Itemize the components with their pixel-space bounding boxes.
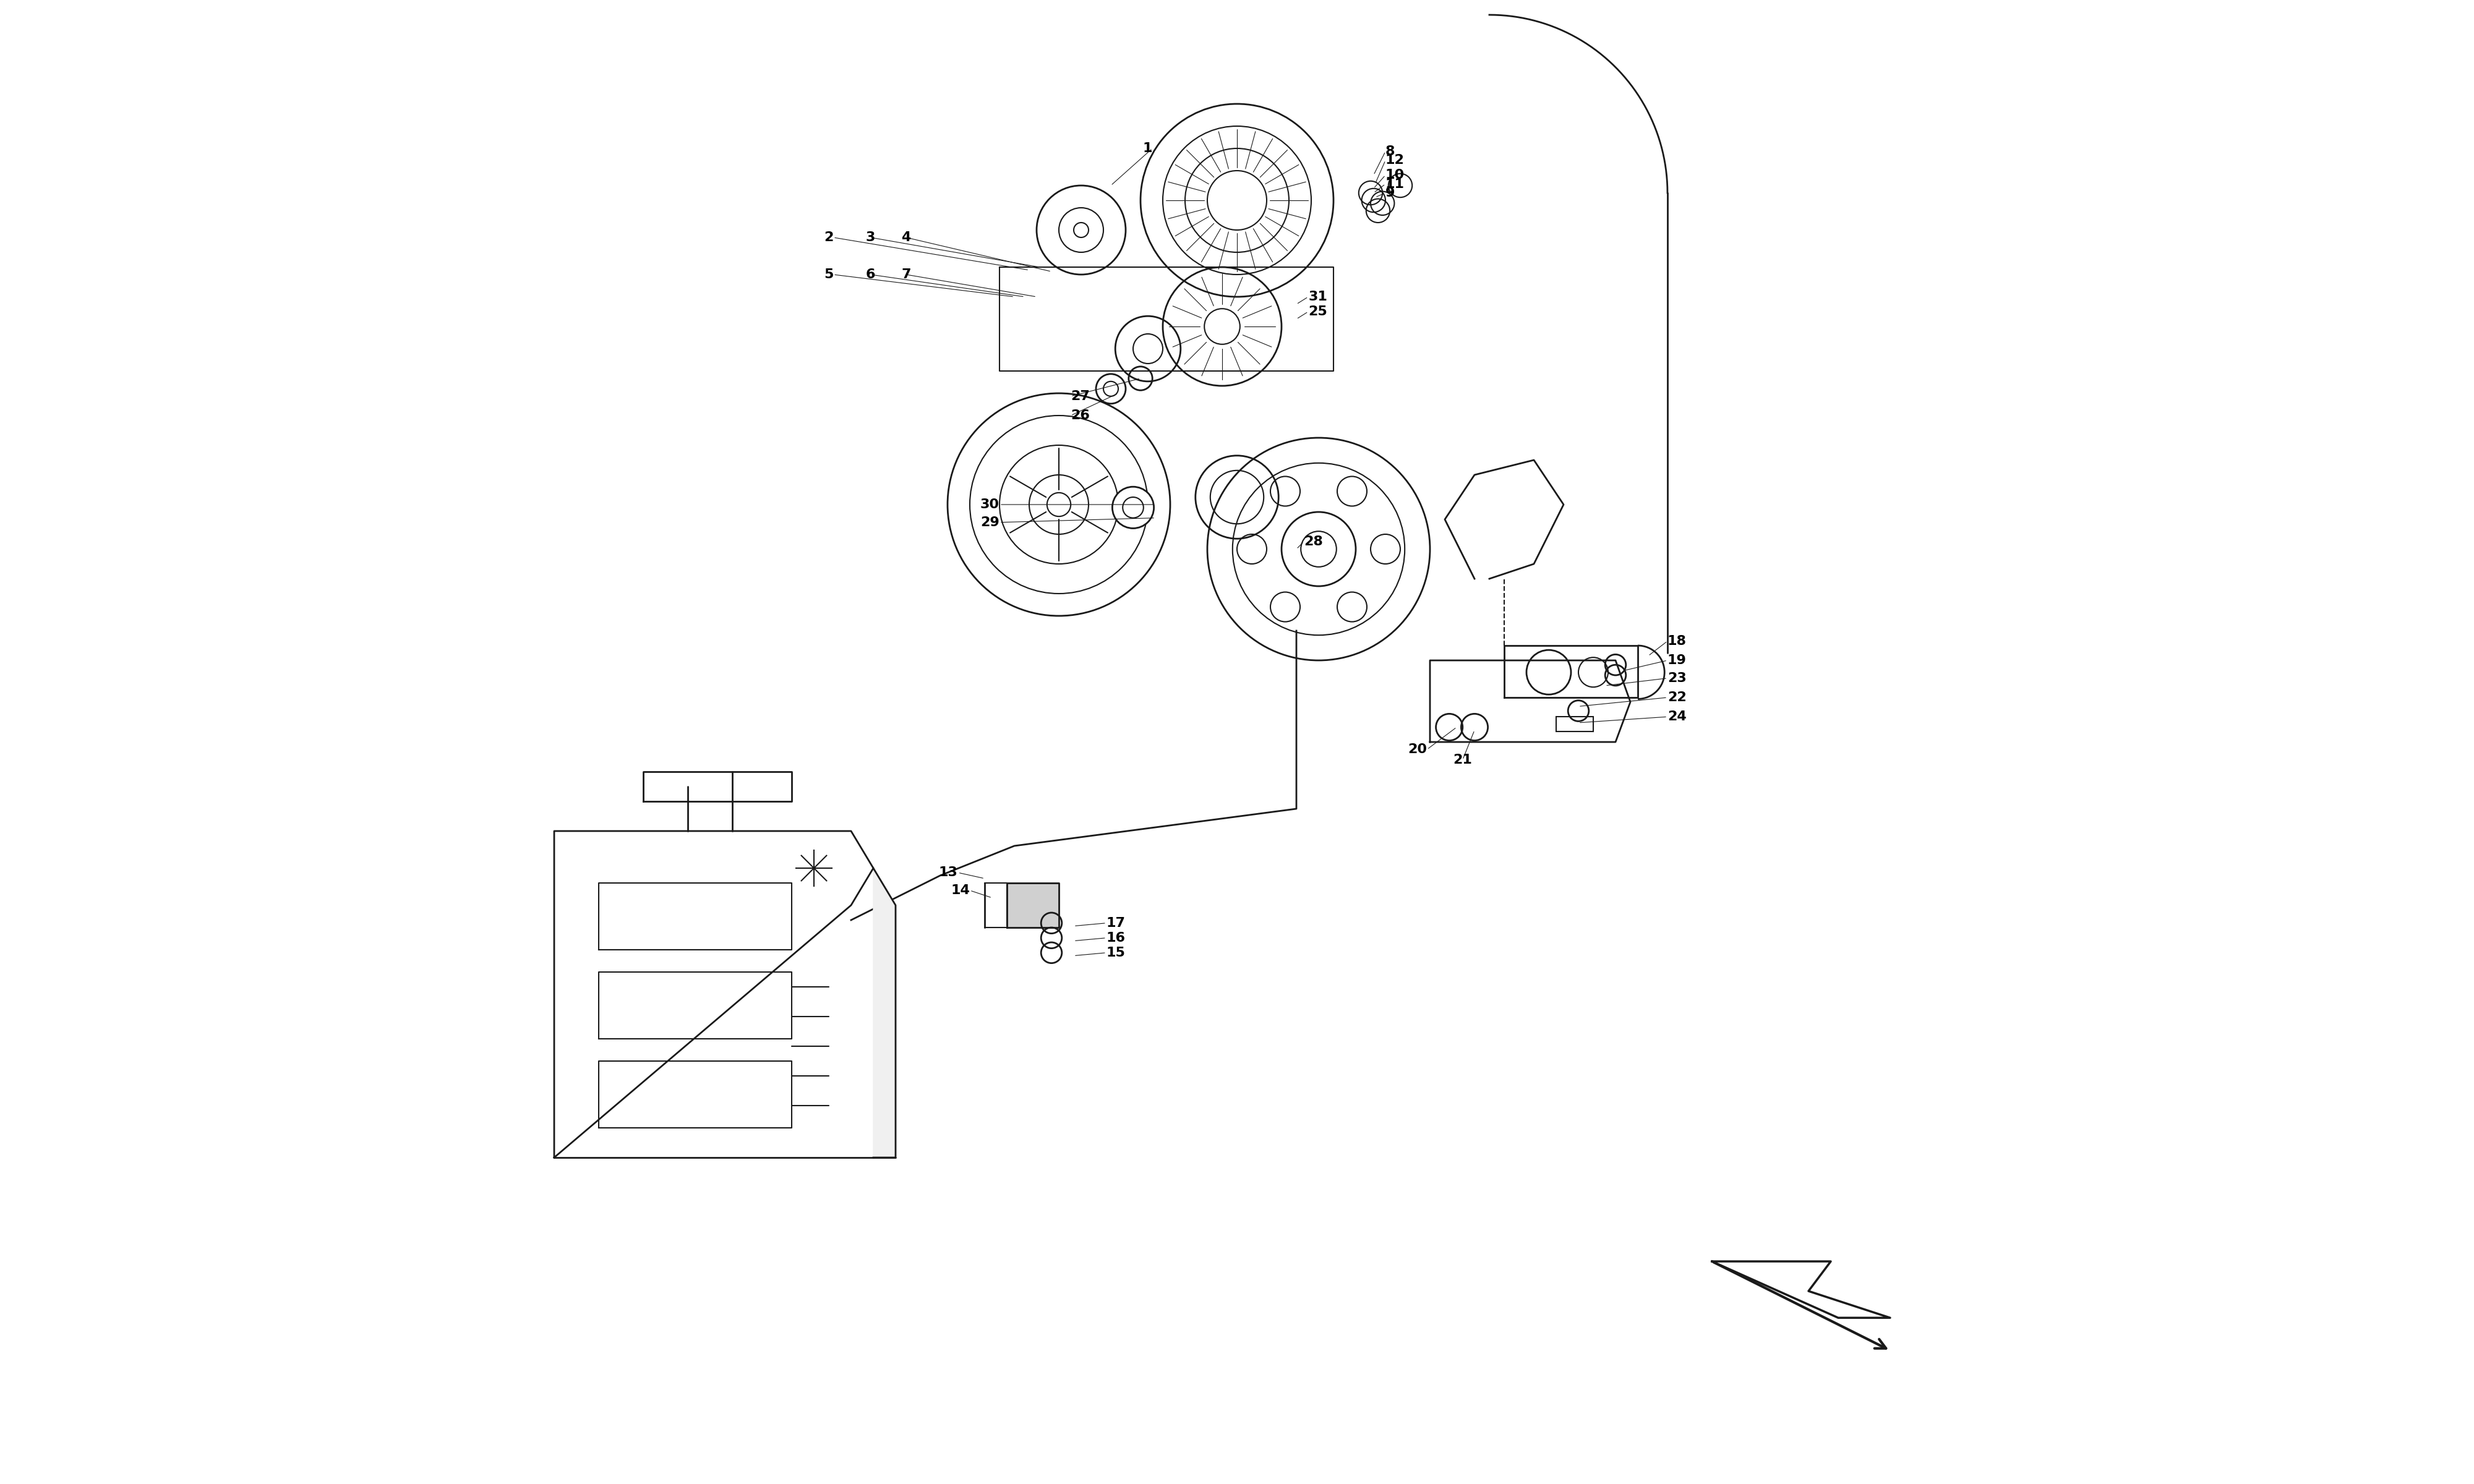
Text: 2: 2 — [824, 232, 834, 243]
FancyBboxPatch shape — [1556, 717, 1593, 732]
Text: 31: 31 — [1309, 291, 1329, 303]
Text: 6: 6 — [866, 269, 876, 280]
Text: 9: 9 — [1385, 187, 1395, 199]
Text: 29: 29 — [980, 516, 999, 528]
Text: 28: 28 — [1304, 536, 1324, 548]
Polygon shape — [1007, 883, 1059, 927]
Text: 16: 16 — [1106, 932, 1126, 944]
Text: 25: 25 — [1309, 306, 1326, 318]
Text: 12: 12 — [1385, 154, 1405, 166]
Polygon shape — [873, 868, 896, 1158]
Text: 27: 27 — [1071, 390, 1091, 402]
Polygon shape — [1445, 460, 1564, 579]
Text: 24: 24 — [1667, 711, 1687, 723]
Text: 30: 30 — [980, 499, 999, 510]
Text: 5: 5 — [824, 269, 834, 280]
Text: 1: 1 — [1143, 142, 1153, 154]
Text: 18: 18 — [1667, 635, 1687, 647]
Text: 11: 11 — [1385, 178, 1405, 190]
Text: 23: 23 — [1667, 672, 1687, 684]
Text: 22: 22 — [1667, 692, 1687, 703]
Text: 17: 17 — [1106, 917, 1126, 929]
Text: 10: 10 — [1385, 169, 1405, 181]
Text: 15: 15 — [1106, 947, 1126, 959]
Text: 14: 14 — [950, 884, 970, 896]
Text: 26: 26 — [1071, 410, 1091, 421]
Text: 3: 3 — [866, 232, 876, 243]
Text: 13: 13 — [938, 867, 957, 879]
Text: 7: 7 — [901, 269, 910, 280]
Text: 4: 4 — [901, 232, 910, 243]
Text: 20: 20 — [1408, 743, 1427, 755]
Polygon shape — [554, 831, 873, 1158]
Circle shape — [1113, 487, 1153, 528]
Text: 21: 21 — [1452, 754, 1472, 766]
Text: 8: 8 — [1385, 145, 1395, 157]
Polygon shape — [1712, 1261, 1890, 1318]
Text: 19: 19 — [1667, 654, 1687, 666]
